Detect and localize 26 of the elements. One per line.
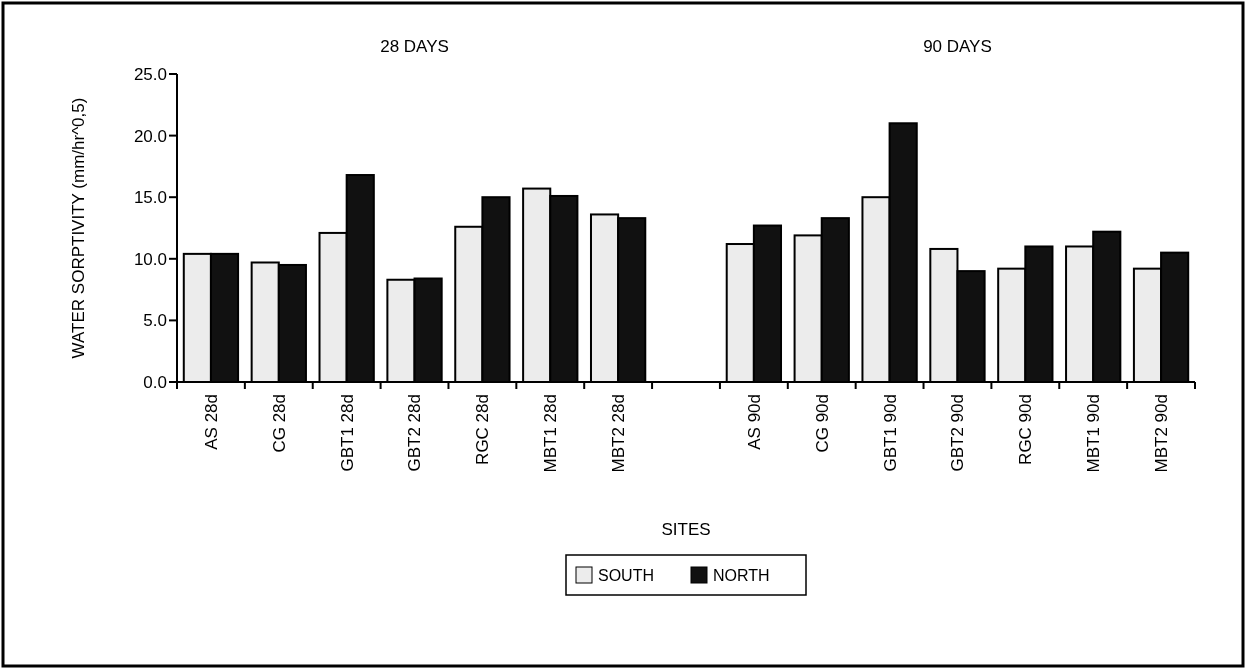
y-tick-label: 25.0 — [133, 64, 167, 84]
x-tick-label: MBT1 90d — [1084, 394, 1104, 473]
x-tick-label: AS 90d — [744, 394, 764, 450]
x-tick-label: MBT2 28d — [609, 394, 629, 473]
x-tick-label: GBT2 90d — [948, 394, 968, 472]
x-tick-label: CG 90d — [812, 394, 832, 453]
x-tick-label: GBT2 28d — [405, 394, 425, 472]
legend-label: NORTH — [713, 566, 770, 584]
text: 28 DAYS — [380, 37, 449, 56]
y-tick-label: 10.0 — [133, 249, 167, 269]
text: 90 DAYS — [923, 37, 992, 56]
y-axis-title: WATER SORPTIVITY (mm/hr^0,5) — [69, 97, 88, 359]
y-tick-label: 5.0 — [143, 311, 167, 331]
x-tick-label: RGC 28d — [473, 394, 493, 465]
legend-label: SOUTH — [598, 566, 654, 584]
x-tick-label: MBT1 28d — [541, 394, 561, 473]
x-tick-label: RGC 90d — [1016, 394, 1036, 465]
x-tick-label: AS 28d — [201, 394, 221, 450]
x-tick-label: GBT1 28d — [337, 394, 357, 472]
x-tick-label: MBT2 90d — [1152, 394, 1172, 473]
y-tick-label: 0.0 — [143, 372, 167, 392]
y-tick-label: 15.0 — [133, 188, 167, 208]
x-axis-title: SITES — [661, 520, 711, 539]
y-tick-label: 20.0 — [133, 126, 167, 146]
x-tick-label: GBT1 90d — [880, 394, 900, 472]
x-tick-label: CG 28d — [269, 394, 289, 453]
